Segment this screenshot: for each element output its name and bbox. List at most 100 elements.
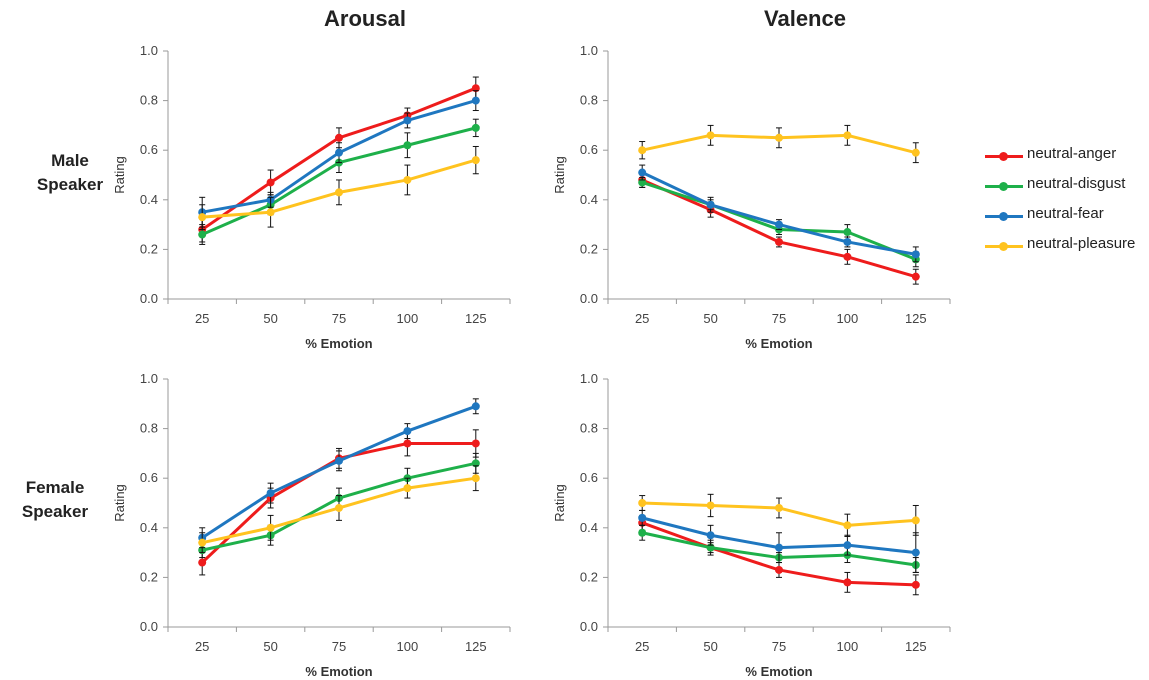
valence-column-title: Valence bbox=[764, 6, 846, 31]
legend-label: neutral-anger bbox=[1027, 145, 1117, 162]
male-arousal-chart: 0.0 0.2 0.4 0.6 0.8 1.0 25 50 75 100 125 % Emotion R… bbox=[112, 43, 511, 351]
data-point-fear bbox=[335, 148, 343, 157]
y-tick-label: 0.8 bbox=[580, 93, 598, 108]
x-axis-label: % Emotion bbox=[745, 664, 812, 679]
x-tick-label: 50 bbox=[703, 639, 717, 654]
y-tick-label: 0.2 bbox=[580, 569, 598, 584]
arousal-column-title: Arousal bbox=[324, 6, 406, 31]
y-tick-label: 0.4 bbox=[580, 520, 598, 535]
data-point-pleasure bbox=[775, 503, 783, 512]
x-tick-label: 125 bbox=[905, 311, 927, 326]
data-point-disgust bbox=[403, 141, 412, 150]
data-point-fear bbox=[403, 427, 412, 436]
y-axis-label: Rating bbox=[112, 156, 127, 194]
y-tick-label: 0.0 bbox=[140, 619, 158, 634]
y-tick-label: 0.2 bbox=[140, 569, 158, 584]
data-point-anger bbox=[198, 558, 207, 567]
male-speaker-row-title: Male Speaker bbox=[15, 149, 125, 197]
data-point-pleasure bbox=[843, 131, 852, 140]
data-point-anger bbox=[471, 439, 480, 448]
y-tick-label: 0.6 bbox=[140, 142, 158, 157]
data-point-disgust bbox=[638, 528, 647, 537]
data-point-pleasure bbox=[638, 146, 647, 155]
male-valence-chart: 0.0 0.2 0.4 0.6 0.8 1.0 25 50 75 100 125 % Emotion R… bbox=[552, 43, 951, 351]
data-point-anger bbox=[911, 272, 920, 281]
x-tick-label: 25 bbox=[635, 639, 649, 654]
y-tick-label: 0.0 bbox=[580, 619, 598, 634]
y-tick-label: 0.4 bbox=[140, 520, 158, 535]
y-tick-label: 1.0 bbox=[580, 371, 598, 386]
data-point-disgust bbox=[198, 230, 207, 239]
data-point-fear bbox=[403, 116, 412, 125]
data-point-pleasure bbox=[775, 133, 783, 142]
data-point-pleasure bbox=[403, 175, 412, 184]
x-tick-label: 50 bbox=[263, 311, 277, 326]
y-tick-label: 0.4 bbox=[580, 192, 598, 207]
x-tick-label: 50 bbox=[263, 639, 277, 654]
data-point-pleasure bbox=[266, 208, 275, 217]
x-tick-label: 100 bbox=[397, 311, 419, 326]
data-point-pleasure bbox=[471, 156, 480, 165]
y-tick-label: 0.6 bbox=[140, 470, 158, 485]
x-tick-label: 75 bbox=[332, 311, 346, 326]
data-point-pleasure bbox=[706, 131, 715, 140]
y-axis-label: Rating bbox=[552, 156, 567, 194]
data-point-fear bbox=[471, 402, 480, 411]
y-tick-label: 0.0 bbox=[140, 291, 158, 306]
x-axis-label: % Emotion bbox=[305, 336, 372, 351]
legend-swatch-dot bbox=[999, 152, 1008, 161]
female-row-title-line2: Speaker bbox=[21, 502, 89, 521]
y-tick-label: 1.0 bbox=[140, 371, 158, 386]
x-tick-label: 75 bbox=[332, 639, 346, 654]
y-tick-label: 0.2 bbox=[580, 241, 598, 256]
data-point-fear bbox=[471, 96, 480, 105]
y-tick-label: 0.8 bbox=[580, 421, 598, 436]
data-point-fear bbox=[843, 237, 852, 246]
male-row-title-line2: Speaker bbox=[36, 175, 104, 194]
x-tick-label: 125 bbox=[905, 639, 927, 654]
x-tick-label: 100 bbox=[837, 639, 859, 654]
x-tick-label: 100 bbox=[397, 639, 419, 654]
data-point-pleasure bbox=[403, 484, 412, 493]
data-point-pleasure bbox=[198, 213, 207, 222]
data-point-anger bbox=[266, 178, 275, 187]
data-point-pleasure bbox=[335, 188, 343, 197]
data-point-anger bbox=[843, 252, 852, 261]
data-point-fear bbox=[911, 548, 920, 557]
data-point-anger bbox=[403, 439, 412, 448]
x-tick-label: 25 bbox=[635, 311, 649, 326]
legend-label: neutral-pleasure bbox=[1027, 235, 1136, 252]
female-row-title-line1: Female bbox=[25, 478, 85, 497]
legend-swatch-dot bbox=[999, 212, 1008, 221]
data-point-fear bbox=[706, 531, 715, 540]
x-tick-label: 25 bbox=[195, 311, 209, 326]
data-point-pleasure bbox=[911, 148, 920, 157]
y-tick-label: 1.0 bbox=[580, 43, 598, 58]
legend-swatch-dot bbox=[999, 182, 1008, 191]
x-tick-label: 75 bbox=[772, 311, 786, 326]
data-point-fear bbox=[335, 456, 343, 465]
x-axis-label: % Emotion bbox=[305, 664, 372, 679]
data-point-fear bbox=[775, 543, 783, 552]
y-tick-label: 0.6 bbox=[580, 142, 598, 157]
female-valence-chart: 0.0 0.2 0.4 0.6 0.8 1.0 25 50 75 100 125 % Emotion R… bbox=[552, 371, 951, 679]
data-point-fear bbox=[266, 489, 275, 498]
x-tick-label: 25 bbox=[195, 639, 209, 654]
data-point-fear bbox=[638, 168, 647, 177]
female-speaker-row-title: Female Speaker bbox=[0, 476, 110, 524]
data-point-pleasure bbox=[471, 474, 480, 483]
data-point-fear bbox=[706, 200, 715, 209]
data-point-pleasure bbox=[266, 523, 275, 532]
x-tick-label: 125 bbox=[465, 311, 487, 326]
data-point-disgust bbox=[471, 123, 480, 132]
data-point-anger bbox=[843, 578, 852, 587]
y-axis-label: Rating bbox=[112, 484, 127, 522]
y-tick-label: 0.0 bbox=[580, 291, 598, 306]
data-point-disgust bbox=[843, 228, 852, 237]
legend-label: neutral-disgust bbox=[1027, 175, 1126, 192]
y-tick-label: 0.2 bbox=[140, 241, 158, 256]
female-arousal-chart: 0.0 0.2 0.4 0.6 0.8 1.0 25 50 75 100 125 % Emotion R… bbox=[112, 371, 511, 679]
data-point-fear bbox=[775, 220, 783, 229]
data-point-pleasure bbox=[198, 538, 207, 547]
